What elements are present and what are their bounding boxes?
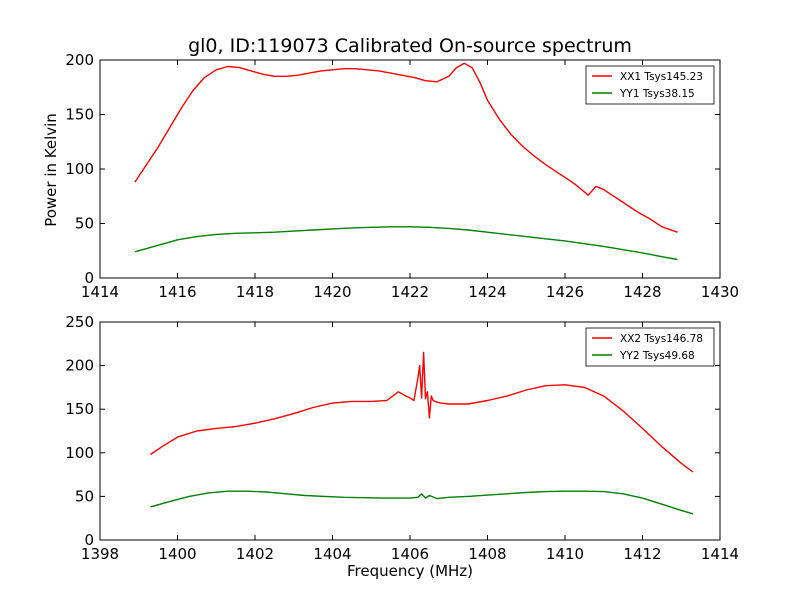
x-tick-label: 1430 bbox=[701, 283, 739, 301]
y-tick-label: 150 bbox=[65, 106, 94, 124]
legend-label: YY1 Tsys38.15 bbox=[619, 88, 695, 100]
x-tick-label: 1406 bbox=[391, 545, 429, 563]
y-tick-label: 250 bbox=[65, 313, 94, 331]
x-tick-label: 1410 bbox=[546, 545, 584, 563]
y-tick-label: 50 bbox=[75, 215, 94, 233]
legend-box bbox=[585, 327, 715, 367]
x-tick-label: 1402 bbox=[236, 545, 274, 563]
legend-2: XX2 Tsys146.78 YY2 Tsys49.68 bbox=[585, 327, 715, 367]
series-line-yy2 bbox=[150, 490, 694, 515]
x-tick-label: 1422 bbox=[391, 283, 429, 301]
x-tick-label: 1426 bbox=[546, 283, 584, 301]
series-line-yy1 bbox=[134, 226, 678, 261]
subplot-1: 1414 1416 1418 1420 1422 1424 1426 1428 1430 0 50 1… bbox=[65, 51, 739, 301]
x-tick-label: 1414 bbox=[701, 545, 739, 563]
y-tick-label: 200 bbox=[65, 51, 94, 69]
y-tick-label: 200 bbox=[65, 357, 94, 375]
x-tick-label: 1404 bbox=[313, 545, 351, 563]
legend-label: XX2 Tsys146.78 bbox=[620, 333, 703, 345]
legend-1: XX1 Tsys145.23 YY1 Tsys38.15 bbox=[585, 65, 715, 105]
chart-title: gl0, ID:119073 Calibrated On-source spec… bbox=[188, 35, 632, 57]
subplot-2: 1398 1400 1402 1404 1406 1408 1410 1412 1414 0 50 1… bbox=[65, 313, 739, 563]
y-tick-label: 0 bbox=[84, 531, 94, 549]
y-tick-label: 50 bbox=[75, 487, 94, 505]
legend-label: XX1 Tsys145.23 bbox=[620, 71, 703, 83]
x-tick-label: 1424 bbox=[468, 283, 506, 301]
x-axis-label: Frequency (MHz) bbox=[347, 562, 473, 580]
legend-label: YY2 Tsys49.68 bbox=[619, 350, 695, 362]
y-tick-label: 0 bbox=[84, 269, 94, 287]
y-tick-label: 100 bbox=[65, 444, 94, 462]
plots-group: 1414 1416 1418 1420 1422 1424 1426 1428 14300501… bbox=[65, 51, 739, 563]
x-tick-label: 1414 bbox=[81, 283, 119, 301]
x-tick-label: 1400 bbox=[158, 545, 196, 563]
x-tick-label: 1416 bbox=[158, 283, 196, 301]
x-tick-label: 1428 bbox=[623, 283, 661, 301]
series-line-xx2 bbox=[150, 351, 694, 473]
y-tick-label: 100 bbox=[65, 160, 94, 178]
x-tick-label: 1408 bbox=[468, 545, 506, 563]
series-line-xx1 bbox=[134, 62, 678, 233]
y-tick-label: 150 bbox=[65, 400, 94, 418]
x-tick-label: 1398 bbox=[81, 545, 119, 563]
x-tick-label: 1412 bbox=[623, 545, 661, 563]
legend-box bbox=[585, 65, 715, 105]
x-tick-label: 1418 bbox=[236, 283, 274, 301]
y-axis-label: Power in Kelvin bbox=[42, 113, 60, 227]
x-tick-label: 1420 bbox=[313, 283, 351, 301]
